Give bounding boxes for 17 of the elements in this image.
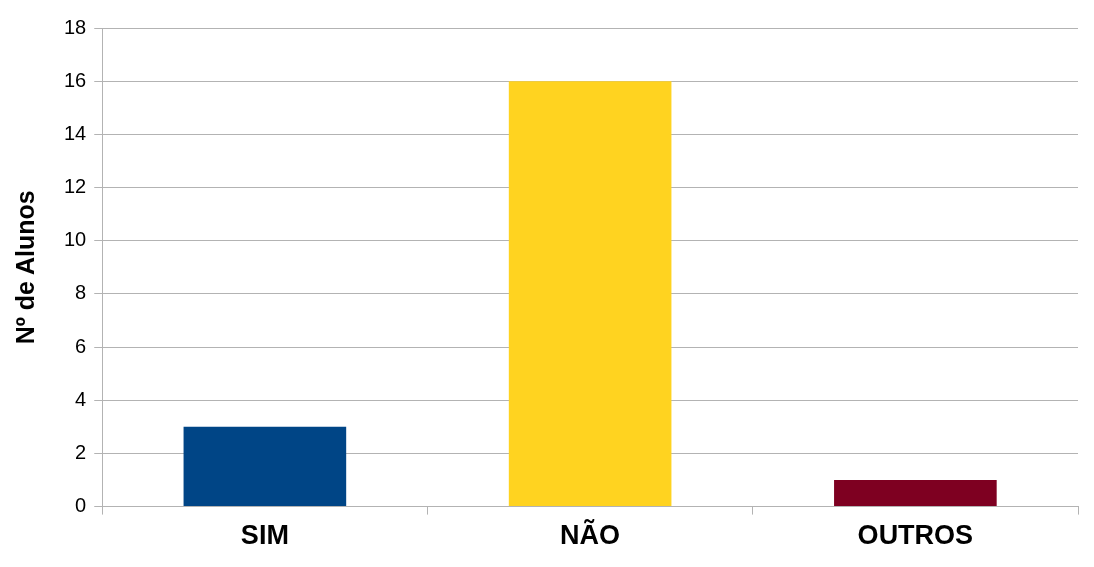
y-tick-label: 10 [64, 228, 87, 251]
y-tick-label: 14 [64, 121, 87, 144]
y-tick-label: 8 [75, 281, 87, 304]
y-tick-label: 2 [75, 440, 87, 463]
x-tick-label: SIM [240, 520, 289, 551]
bar [834, 480, 997, 507]
y-tick-label: 4 [75, 387, 87, 410]
y-tick-label: 16 [64, 68, 87, 91]
bar [508, 81, 672, 507]
y-tick-label: 0 [75, 494, 87, 517]
y-tick-label: 12 [64, 175, 87, 198]
y-tick-label: 6 [75, 334, 87, 357]
bar [183, 426, 347, 507]
x-tick-label: NÃO [560, 519, 621, 551]
y-axis-title: Nº de Alunos [10, 190, 39, 345]
x-tick-label: OUTROS [857, 520, 974, 551]
y-tick-label: 18 [64, 15, 87, 38]
